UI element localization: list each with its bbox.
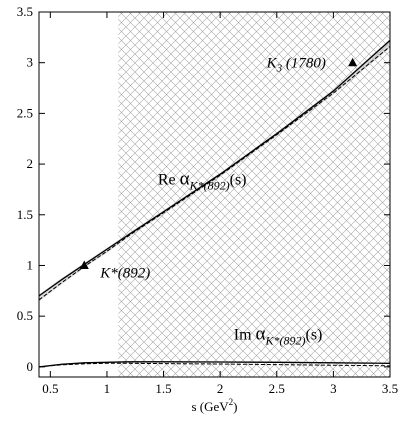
x-axis-title-tail: ) bbox=[233, 399, 237, 414]
k3-tail: (1780) bbox=[282, 56, 326, 72]
x-tick-label: 3.5 bbox=[382, 381, 398, 396]
im-suffix: (s) bbox=[305, 326, 322, 343]
im-prefix: Im bbox=[234, 326, 256, 343]
im-sub: K*(892) bbox=[264, 333, 305, 347]
series-line-3-dashed bbox=[39, 362, 390, 368]
x-tick-label: 1.5 bbox=[155, 381, 171, 396]
re-alpha: α bbox=[180, 168, 190, 189]
y-tick-label: 1.5 bbox=[17, 207, 33, 222]
x-axis-title: s (GeV2) bbox=[191, 397, 237, 414]
x-tick-label: 0.5 bbox=[42, 381, 58, 396]
point-label-k892: K*(892) bbox=[99, 265, 150, 281]
y-tick-label: 1 bbox=[27, 257, 34, 272]
k3-sub: 3 bbox=[276, 63, 283, 75]
series-line-2-solid bbox=[39, 361, 390, 368]
y-tick-label: 2.5 bbox=[17, 105, 33, 120]
y-tick-label: 3.5 bbox=[17, 4, 33, 19]
point-label-k3-1780: K3 (1780) bbox=[266, 56, 326, 75]
im-alpha: α bbox=[256, 323, 266, 344]
y-tick-label: 2 bbox=[27, 156, 34, 171]
series-line-0-solid bbox=[39, 39, 390, 297]
points-layer bbox=[79, 57, 358, 269]
x-axis-title-sup: 2 bbox=[229, 397, 234, 407]
y-tick-label: 3 bbox=[27, 55, 34, 70]
re-prefix: Re bbox=[158, 171, 180, 188]
x-tick-label: 3 bbox=[330, 381, 337, 396]
x-axis-title-main: s (GeV bbox=[191, 399, 229, 414]
resonance-marker-0 bbox=[79, 260, 89, 269]
x-tick-label: 1 bbox=[104, 381, 111, 396]
y-tick-label: 0 bbox=[27, 359, 34, 374]
series-layer bbox=[39, 38, 390, 368]
y-tick-label: 0.5 bbox=[17, 308, 33, 323]
x-tick-label: 2 bbox=[217, 381, 224, 396]
k3-base: K bbox=[266, 56, 278, 72]
hatched-region bbox=[118, 12, 391, 377]
re-sub: K*(892) bbox=[189, 178, 230, 192]
plot-frame bbox=[38, 11, 391, 378]
re-suffix: (s) bbox=[230, 171, 247, 188]
resonance-marker-1 bbox=[348, 57, 358, 67]
re-alpha-label: Re αK*(892)(s) bbox=[158, 168, 247, 192]
x-tick-label: 2.5 bbox=[269, 381, 285, 396]
series-line-1-dashed bbox=[39, 46, 390, 301]
im-alpha-label: Im αK*(892)(s) bbox=[234, 323, 323, 347]
